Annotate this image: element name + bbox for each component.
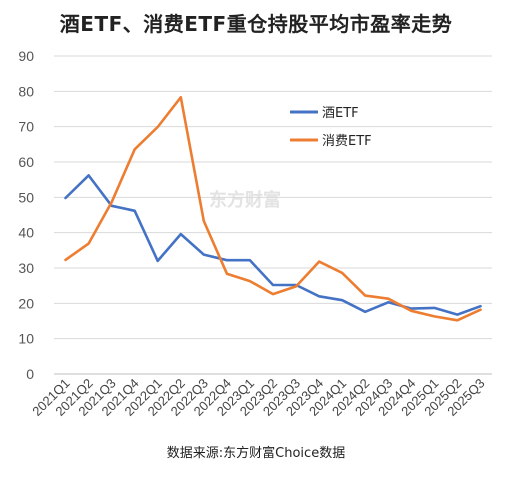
y-tick-label: 70 (18, 119, 34, 135)
y-tick-label: 60 (18, 154, 34, 170)
source-note: 数据来源:东方财富Choice数据 (166, 446, 346, 461)
y-tick-label: 0 (26, 366, 34, 382)
y-tick-label: 10 (18, 331, 34, 347)
y-tick-label: 90 (18, 48, 34, 64)
y-tick-label: 50 (18, 189, 34, 205)
watermark-logo: 东方财富 (209, 189, 281, 211)
series-line-2 (64, 96, 482, 322)
y-tick-label: 20 (18, 295, 34, 311)
y-tick-label: 40 (18, 225, 34, 241)
y-tick-label: 30 (18, 260, 34, 276)
legend-label-1: 酒ETF (322, 106, 359, 121)
series-line-1 (64, 174, 482, 316)
y-tick-label: 80 (18, 83, 34, 99)
chart-title: 酒ETF、消费ETF重仓持股平均市盈率走势 (59, 12, 453, 36)
legend-label-2: 消费ETF (322, 134, 372, 149)
